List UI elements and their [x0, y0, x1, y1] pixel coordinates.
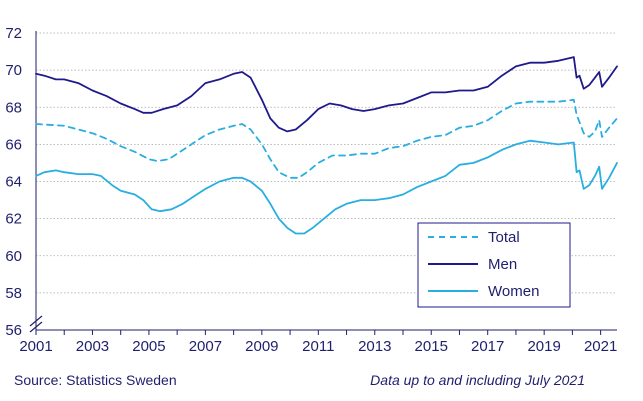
x-tick-labels: 2001 2003 2005 2007 2009 2011 2013 2015 2017 2019… — [19, 338, 617, 355]
y-tick-label-60: 60 — [5, 248, 22, 265]
x-tick-label-2021: 2021 — [584, 338, 617, 355]
y-tick-label-58: 58 — [5, 285, 22, 302]
series-line-total — [35, 98, 618, 179]
axis-break-mark-2 — [29, 321, 43, 333]
axes — [29, 31, 617, 335]
y-tick-label-56: 56 — [5, 322, 22, 339]
x-tick-label-2001: 2001 — [19, 338, 52, 355]
y-tick-label-64: 64 — [5, 174, 22, 191]
y-tick-label-68: 68 — [5, 99, 22, 116]
x-tick-label-2003: 2003 — [76, 338, 109, 355]
y-tick-label-66: 66 — [5, 136, 22, 153]
series-line-women — [35, 139, 618, 235]
source-note: Source: Statistics Sweden — [14, 372, 177, 388]
legend-label-total: Total — [488, 229, 520, 246]
legend: Total Men Women — [417, 222, 571, 308]
legend-label-men: Men — [488, 256, 517, 273]
x-tick-label-2011: 2011 — [302, 338, 334, 355]
x-tick-label-2007: 2007 — [189, 338, 222, 355]
y-tick-label-70: 70 — [5, 62, 22, 79]
x-tick-label-2019: 2019 — [527, 338, 560, 355]
axis-break-mark-1 — [29, 315, 43, 327]
data-note: Data up to and including July 2021 — [370, 372, 585, 388]
y-tick-label-72: 72 — [5, 25, 22, 42]
legend-label-women: Women — [488, 283, 539, 300]
y-tick-labels: 56 58 60 62 64 66 68 70 72 — [5, 25, 22, 339]
series-layer — [35, 56, 618, 235]
x-tick-label-2017: 2017 — [471, 338, 504, 355]
x-tick-label-2005: 2005 — [132, 338, 165, 355]
series-line-men — [35, 56, 618, 133]
x-tick-label-2015: 2015 — [415, 338, 448, 355]
x-tick-label-2009: 2009 — [245, 338, 278, 355]
y-tick-label-62: 62 — [5, 211, 22, 228]
x-tick-label-2013: 2013 — [358, 338, 391, 355]
